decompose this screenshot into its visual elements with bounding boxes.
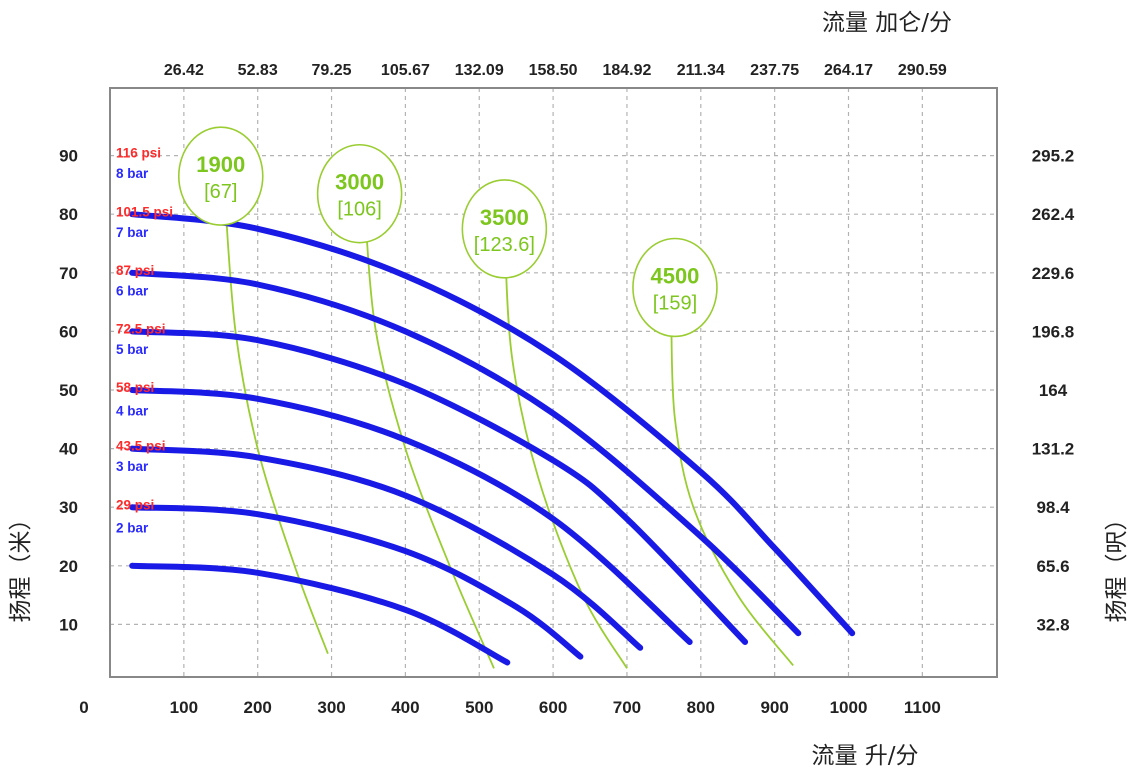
speed-label-bubble [632,237,718,338]
x-tick-bottom: 200 [244,698,272,717]
pressure-curve-3-bar [129,504,584,660]
y-tick-left: 60 [59,322,78,341]
pressure-curve-8-bar [129,211,856,637]
y-tick-right: 32.8 [1036,615,1069,634]
y-tick-left: 70 [59,264,78,283]
y-tick-right: 65.6 [1036,557,1069,576]
pressure-label: 2 bar [116,521,149,536]
plot-frame [109,87,998,678]
x-tick-bottom: 300 [317,698,345,717]
speed-label-sub: [106] [337,199,381,221]
speed-label-rpm: 1900 [196,152,245,177]
y-tick-left: 40 [59,440,78,459]
y-tick-right: 164 [1039,381,1068,400]
pressure-label: 87 psi [116,263,154,278]
x-tick-top: 132.09 [455,62,504,79]
x-tick-bottom: 400 [391,698,419,717]
speed-label-bubble [177,126,264,226]
pressure-label: 116 psi [116,146,161,161]
x-tick-bottom: 800 [687,698,715,717]
x-tick-top: 184.92 [602,62,651,79]
pressure-label: 72.5 psi [116,321,166,336]
speed-curve-line [363,208,495,669]
pressure-label: 58 psi [116,380,154,395]
x-tick-top: 290.59 [898,62,947,79]
pressure-curves [129,211,856,666]
x-tick-top: 264.17 [824,62,873,79]
y-tick-left: 90 [59,147,78,166]
x-tick-bottom: 1100 [904,698,941,717]
pressure-label: 7 bar [116,225,149,240]
x-tick-bottom: 1000 [830,698,868,717]
pressure-curve-2-bar [129,562,511,666]
x-tick-bottom: 100 [170,698,198,717]
pressure-label: 6 bar [116,283,149,298]
pressure-label: 29 psi [116,497,154,512]
pressure-curve-5-bar [129,387,693,645]
speed-label-sub: [159] [653,292,697,314]
x-tick-bottom: 600 [539,698,567,717]
y-tick-left: 10 [59,615,78,634]
x-tick-top: 79.25 [312,62,352,79]
y-tick-left: 80 [59,205,78,224]
pressure-labels: 116 psi 8 bar 101.5 psi 7 bar 87 psi 6 bar 72.… [116,146,173,536]
pressure-label: 3 bar [116,459,149,474]
y-tick-left: 30 [59,498,78,517]
x-axis-title-bottom: 流量 升/分 [811,743,918,769]
x-tick-top: 237.75 [750,62,799,79]
x-tick-top: 158.50 [529,62,578,79]
y-tick-left: 50 [59,381,78,400]
x-tick-top: 105.67 [381,62,430,79]
pressure-label: 101.5 psi [116,204,173,219]
speed-labels: 1900 [67] 3000 [106] 3500 [123.6] 4500 [159] [177,126,718,338]
y-tick-right: 98.4 [1036,498,1070,517]
y-tick-left: 20 [59,557,78,576]
pressure-curve-6-bar [129,328,749,645]
x-tick-top: 26.42 [164,62,204,79]
y-tick-right: 262.4 [1032,205,1075,224]
x-tick-bottom: 500 [465,698,493,717]
speed-label-sub: [123.6] [474,234,535,256]
pressure-label: 8 bar [116,166,149,181]
y-axis-title-left: 扬程（米） [8,508,34,623]
speed-curve-line [670,325,794,666]
pressure-label: 43.5 psi [116,439,166,454]
y-axis-title-right: 扬程（呎） [1104,508,1130,623]
y-tick-right: 295.2 [1032,147,1075,166]
speed-label-rpm: 4500 [650,263,699,288]
y-tick-right: 229.6 [1032,264,1075,283]
pressure-curve-7-bar [129,269,802,637]
speed-curve-line [504,249,628,669]
y-tick-right: 196.8 [1032,322,1075,341]
x-origin-label: 0 [79,698,88,717]
x-tick-bottom: 900 [760,698,788,717]
x-tick-top: 211.34 [677,62,725,79]
pressure-curve-4-bar [129,445,644,651]
speed-label-bubble [316,143,403,244]
tick-labels: 100 200 300 400 500 600 700 800 900 1000 110026.42… [59,62,1075,717]
speed-label-bubble [461,179,548,279]
pressure-label: 5 bar [116,342,149,357]
speed-label-rpm: 3500 [480,205,529,230]
y-tick-right: 131.2 [1032,440,1075,459]
x-tick-top: 52.83 [238,62,278,79]
speed-label-rpm: 3000 [335,170,384,195]
x-axis-title-top: 流量 加仑/分 [822,10,952,36]
x-tick-bottom: 700 [613,698,641,717]
speed-label-sub: [67] [204,181,237,203]
pressure-label: 4 bar [116,404,149,419]
